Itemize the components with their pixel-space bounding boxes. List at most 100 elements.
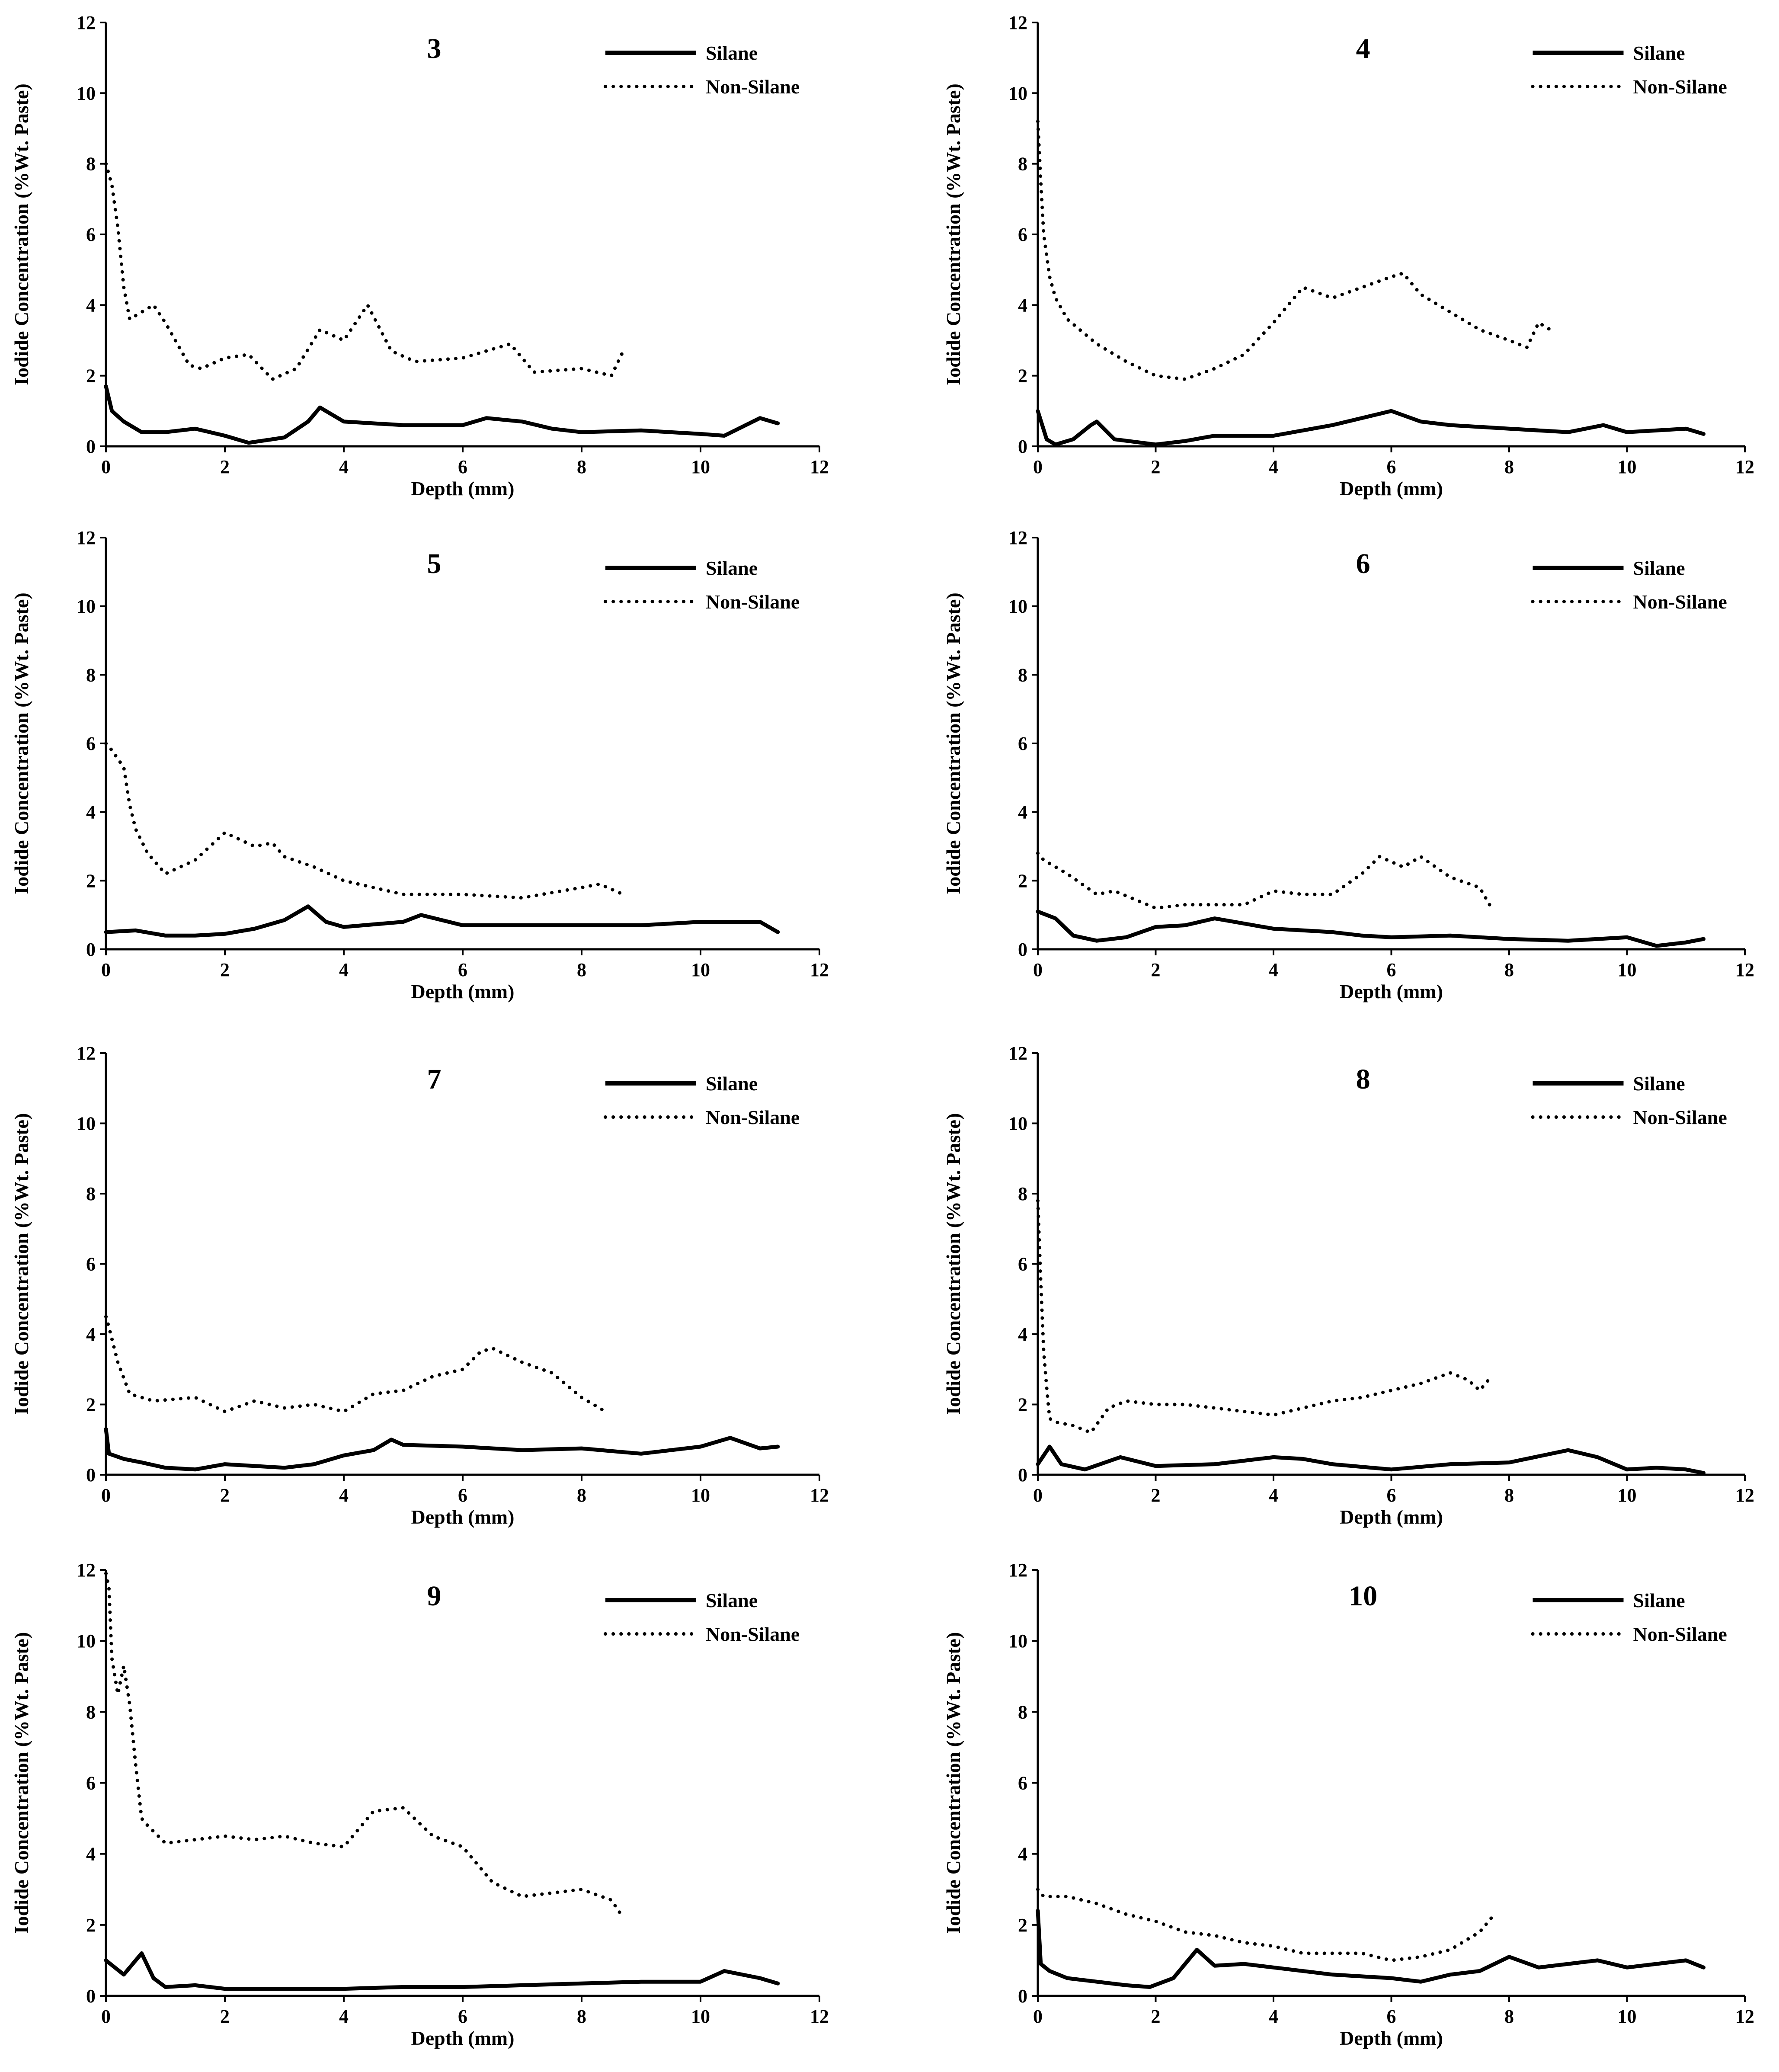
x-tick-label: 10 — [1618, 1485, 1637, 1506]
y-tick-label: 12 — [77, 12, 96, 33]
panel-title: 5 — [427, 548, 442, 580]
y-tick-label: 6 — [1018, 1773, 1027, 1794]
x-tick-label: 4 — [1269, 456, 1278, 477]
chart-panel-4: 0 2 4 6 8 10 12 0 2 4 6 8 10 12 Depth (mm) Iodide Conce… — [942, 12, 1754, 500]
silane-series-line — [1036, 1444, 1706, 1475]
legend-silane-label: Silane — [706, 42, 758, 64]
y-tick-label: 10 — [77, 1113, 96, 1134]
y-tick-label: 2 — [1018, 1915, 1027, 1936]
non-silane-series-line — [1036, 1199, 1494, 1435]
x-tick-label: 6 — [458, 2006, 467, 2027]
x-tick-label: 2 — [1151, 1485, 1161, 1506]
silane-series-line — [1036, 409, 1706, 447]
legend-non-silane-label: Non-Silane — [706, 591, 800, 613]
panel-title: 3 — [427, 33, 442, 64]
y-tick-label: 8 — [86, 154, 96, 175]
x-tick-label: 8 — [577, 1485, 586, 1506]
non-silane-series-line — [104, 162, 625, 381]
x-axis-title: Depth (mm) — [1340, 477, 1443, 500]
chart-panel-10: 0 2 4 6 8 10 12 0 2 4 6 8 10 12 Depth (mm) Iodide Conce… — [942, 1560, 1754, 2049]
legend-non-silane-label: Non-Silane — [1633, 1106, 1727, 1128]
panel-title: 9 — [427, 1580, 442, 1612]
x-axis-title: Depth (mm) — [1340, 1506, 1443, 1528]
non-silane-series-line — [1036, 851, 1494, 910]
silane-series-line — [104, 1951, 780, 1991]
y-tick-label: 10 — [77, 83, 96, 104]
x-tick-label: 12 — [810, 1485, 829, 1506]
y-tick-label: 12 — [1008, 1560, 1027, 1581]
x-tick-label: 8 — [1504, 959, 1514, 980]
x-tick-label: 12 — [1735, 2006, 1754, 2027]
y-tick-label: 10 — [77, 1630, 96, 1652]
x-tick-label: 0 — [101, 1485, 111, 1506]
y-axis-title: Iodide Concentration (%Wt. Paste) — [942, 83, 964, 385]
x-tick-label: 12 — [810, 2006, 829, 2027]
x-tick-label: 4 — [339, 1485, 349, 1506]
x-tick-label: 0 — [101, 456, 111, 477]
legend-non-silane-label: Non-Silane — [1633, 76, 1727, 98]
x-axis-title: Depth (mm) — [1340, 980, 1443, 1002]
x-tick-label: 10 — [691, 1485, 710, 1506]
legend-non-silane-label: Non-Silane — [706, 1106, 800, 1128]
x-tick-label: 8 — [1504, 456, 1514, 477]
y-tick-label: 0 — [1018, 1464, 1027, 1486]
x-axis-title: Depth (mm) — [411, 980, 515, 1002]
x-tick-label: 12 — [1735, 456, 1754, 477]
legend-silane-label: Silane — [706, 1589, 758, 1611]
legend-non-silane-label: Non-Silane — [1633, 591, 1727, 613]
silane-series-line — [104, 384, 780, 445]
y-tick-label: 4 — [86, 295, 96, 316]
y-tick-label: 12 — [1008, 12, 1027, 33]
y-tick-label: 0 — [86, 1464, 96, 1486]
y-axis-title: Iodide Concentration (%Wt. Paste) — [10, 1113, 32, 1415]
x-tick-label: 8 — [577, 456, 586, 477]
x-axis-title: Depth (mm) — [411, 1506, 515, 1528]
y-tick-label: 10 — [1008, 1630, 1027, 1652]
x-tick-label: 8 — [1504, 1485, 1514, 1506]
x-tick-label: 0 — [101, 2006, 111, 2027]
x-tick-label: 10 — [1618, 2006, 1637, 2027]
x-tick-label: 2 — [220, 959, 230, 980]
legend-silane-label: Silane — [1633, 42, 1685, 64]
y-tick-label: 4 — [86, 1844, 96, 1865]
x-tick-label: 4 — [1269, 2006, 1278, 2027]
x-tick-label: 2 — [220, 456, 230, 477]
panel-title: 6 — [1356, 548, 1370, 580]
legend-non-silane-label: Non-Silane — [706, 76, 800, 98]
chart-panel-9: 0 2 4 6 8 10 12 0 2 4 6 8 10 12 Depth (mm) Iodide Conce… — [10, 1560, 829, 2049]
y-tick-label: 6 — [86, 224, 96, 245]
y-tick-label: 4 — [86, 1324, 96, 1345]
x-tick-label: 8 — [577, 959, 586, 980]
x-tick-label: 12 — [1735, 959, 1754, 980]
x-tick-label: 4 — [1269, 959, 1278, 980]
x-tick-label: 12 — [1735, 1485, 1754, 1506]
x-tick-label: 2 — [1151, 456, 1161, 477]
x-tick-label: 2 — [220, 1485, 230, 1506]
x-tick-label: 6 — [458, 1485, 467, 1506]
x-tick-label: 10 — [1618, 456, 1637, 477]
non-silane-series-line — [1036, 1887, 1494, 1962]
panel-title: 4 — [1356, 33, 1370, 64]
panel-title: 10 — [1349, 1580, 1377, 1612]
x-tick-label: 4 — [339, 2006, 349, 2027]
y-tick-label: 2 — [86, 365, 96, 387]
non-silane-series-line — [104, 742, 625, 900]
x-axis-title: Depth (mm) — [1340, 2027, 1443, 2049]
y-tick-label: 0 — [1018, 436, 1027, 457]
y-tick-label: 2 — [1018, 870, 1027, 891]
x-tick-label: 8 — [1504, 2006, 1514, 2027]
y-tick-label: 4 — [86, 802, 96, 823]
x-tick-label: 6 — [1387, 456, 1396, 477]
non-silane-series-line — [104, 1315, 607, 1413]
y-tick-label: 6 — [1018, 1254, 1027, 1275]
legend-silane-label: Silane — [1633, 1589, 1685, 1611]
legend-silane-label: Silane — [706, 557, 758, 579]
x-tick-label: 4 — [1269, 1485, 1278, 1506]
panel-title: 7 — [427, 1063, 442, 1095]
x-tick-label: 6 — [1387, 2006, 1396, 2027]
y-tick-label: 4 — [1018, 1844, 1027, 1865]
chart-panel-5: 0 2 4 6 8 10 12 0 2 4 6 8 10 12 Depth (mm) Iodide Conce… — [10, 527, 829, 1002]
y-tick-label: 10 — [1008, 596, 1027, 617]
non-silane-series-line — [104, 1572, 625, 1920]
